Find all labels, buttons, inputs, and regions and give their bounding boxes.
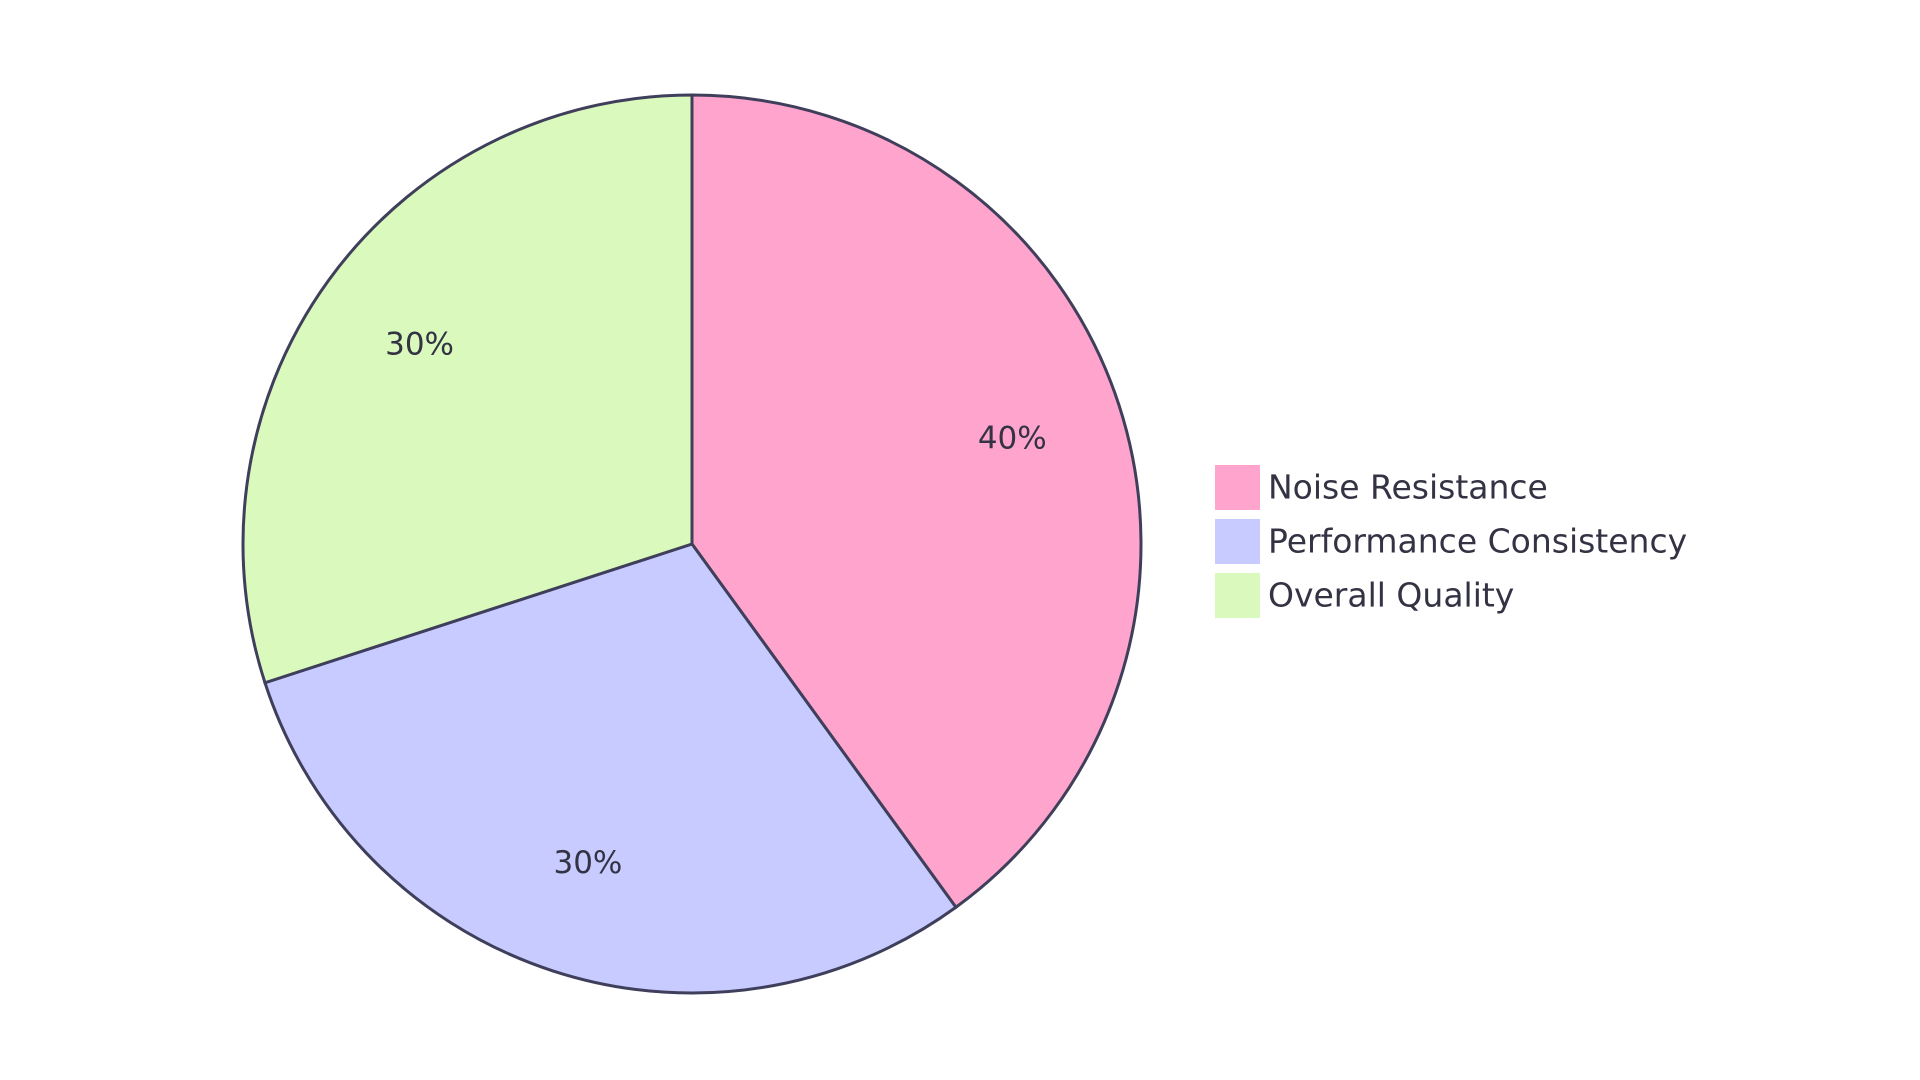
data-label: 30% bbox=[385, 327, 454, 363]
pie-slice bbox=[263, 542, 959, 995]
data-label: 40% bbox=[978, 420, 1047, 456]
legend-label: Performance Consistency bbox=[1268, 522, 1687, 561]
legend-swatch bbox=[1215, 519, 1260, 564]
legend-swatch bbox=[1215, 573, 1260, 618]
legend-swatch bbox=[1215, 465, 1260, 510]
legend-label: Overall Quality bbox=[1268, 576, 1514, 615]
pie-slice bbox=[690, 93, 1143, 910]
data-label: 30% bbox=[553, 845, 622, 881]
pie-slice bbox=[241, 93, 694, 685]
legend-label: Noise Resistance bbox=[1268, 468, 1548, 507]
